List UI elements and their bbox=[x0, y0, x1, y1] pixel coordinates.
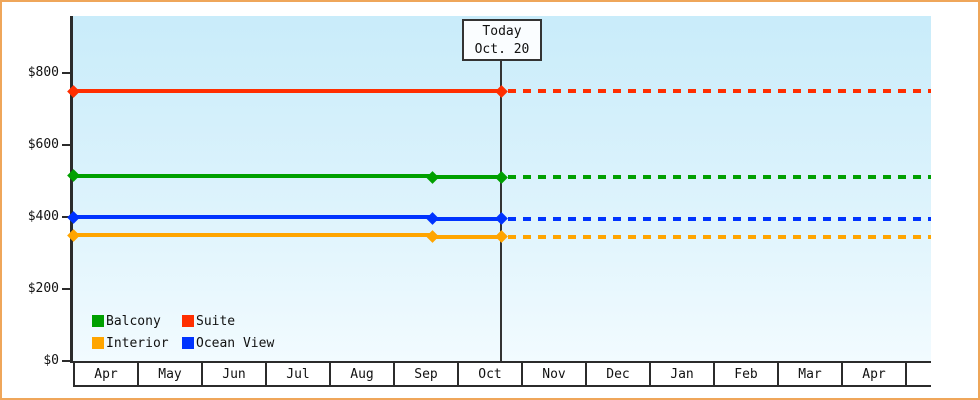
series-line-balcony-sep-to-today bbox=[432, 175, 501, 180]
series-line-suite-sep-to-today bbox=[432, 89, 501, 93]
series-line-interior-apr-to-sep bbox=[73, 233, 432, 237]
month-label: Jun bbox=[222, 366, 246, 382]
series-line-interior-forecast bbox=[508, 234, 931, 239]
month-cell-aug-4: Aug bbox=[329, 363, 393, 385]
legend-item-suite: Suite bbox=[182, 313, 236, 329]
legend-label: Suite bbox=[196, 313, 236, 329]
legend-label: Balcony bbox=[106, 313, 161, 329]
series-line-ocean-view-apr-to-sep bbox=[73, 215, 432, 219]
y-tick-label: $200 bbox=[27, 281, 59, 296]
legend-label: Ocean View bbox=[196, 335, 275, 351]
month-label: Jul bbox=[286, 366, 310, 382]
series-line-ocean-view-forecast bbox=[508, 216, 931, 221]
legend-item-interior: Interior bbox=[92, 335, 169, 351]
y-tick-label: $800 bbox=[27, 65, 59, 80]
y-tick-label: $400 bbox=[27, 209, 59, 224]
legend-swatch-ocean-view bbox=[182, 337, 194, 349]
legend-item-balcony: Balcony bbox=[92, 313, 161, 329]
month-label: Nov bbox=[542, 366, 566, 382]
today-date-label: Oct. 20 bbox=[474, 42, 530, 57]
month-label: Dec bbox=[606, 366, 630, 382]
today-annotation-box: Today Oct. 20 bbox=[462, 19, 542, 61]
month-cell-feb-10: Feb bbox=[713, 363, 777, 385]
today-label: Today bbox=[482, 24, 522, 39]
legend-item-ocean-view: Ocean View bbox=[182, 335, 275, 351]
month-label: Aug bbox=[350, 366, 374, 382]
series-line-suite-apr-to-sep bbox=[73, 89, 432, 93]
today-line bbox=[500, 60, 502, 363]
month-label: Jan bbox=[670, 366, 694, 382]
month-cell-jun-2: Jun bbox=[201, 363, 265, 385]
month-cell-mar-11: Mar bbox=[777, 363, 841, 385]
y-tick-label: $600 bbox=[27, 137, 59, 152]
month-label: Oct bbox=[478, 366, 502, 382]
y-tick bbox=[62, 144, 70, 146]
y-tick-label: $0 bbox=[43, 353, 59, 368]
legend-swatch-suite bbox=[182, 315, 194, 327]
month-cell-dec-8: Dec bbox=[585, 363, 649, 385]
y-axis-line bbox=[70, 16, 73, 363]
month-cell-blank bbox=[905, 363, 931, 385]
plot-area bbox=[73, 16, 931, 361]
y-tick bbox=[62, 288, 70, 290]
y-tick bbox=[62, 360, 70, 362]
y-tick bbox=[62, 216, 70, 218]
month-label: Feb bbox=[734, 366, 758, 382]
month-cell-may-1: May bbox=[137, 363, 201, 385]
series-line-ocean-view-sep-to-today bbox=[432, 216, 501, 221]
month-axis: Apr May Jun Jul Aug Sep Oct Nov Dec Jan Feb Mar Apr bbox=[73, 361, 931, 387]
legend-swatch-balcony bbox=[92, 315, 104, 327]
series-line-balcony-apr-to-sep bbox=[73, 173, 432, 178]
month-label: Sep bbox=[414, 366, 438, 382]
month-label: Apr bbox=[94, 366, 118, 382]
month-label: Mar bbox=[798, 366, 822, 382]
series-line-interior-sep-to-today bbox=[432, 234, 501, 239]
month-cell-sep-5: Sep bbox=[393, 363, 457, 385]
series-line-suite-forecast bbox=[508, 89, 931, 93]
month-label: May bbox=[158, 366, 182, 382]
month-cell-oct-6: Oct bbox=[457, 363, 521, 385]
month-cell-jul-3: Jul bbox=[265, 363, 329, 385]
legend-label: Interior bbox=[106, 335, 169, 351]
month-cell-jan-9: Jan bbox=[649, 363, 713, 385]
month-cell-apr-12: Apr bbox=[841, 363, 905, 385]
series-line-balcony-forecast bbox=[508, 175, 931, 180]
month-cell-apr-0: Apr bbox=[73, 363, 137, 385]
month-cell-nov-7: Nov bbox=[521, 363, 585, 385]
legend-swatch-interior bbox=[92, 337, 104, 349]
y-tick bbox=[62, 72, 70, 74]
month-label: Apr bbox=[862, 366, 886, 382]
